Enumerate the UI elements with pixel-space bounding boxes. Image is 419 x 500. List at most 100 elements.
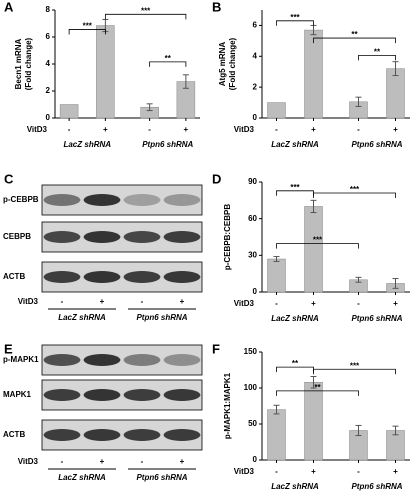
- y-tick-label: 60: [248, 214, 257, 223]
- y-tick-label: 8: [46, 5, 51, 14]
- y-tick-label: 4: [253, 51, 258, 60]
- blot-row-label: ACTB: [3, 272, 25, 281]
- significance-label: ***: [290, 13, 300, 22]
- treatment-label: VitD3: [18, 457, 39, 466]
- blot-band: [43, 389, 81, 401]
- y-tick-label: 0: [253, 287, 258, 296]
- significance-label: ***: [290, 183, 300, 192]
- blot-band: [163, 231, 201, 243]
- y-tick-label: 6: [253, 21, 258, 30]
- group-label: Ptpn6 shRNA: [351, 314, 402, 323]
- panel-label: D: [212, 171, 221, 186]
- blot-band: [123, 389, 161, 401]
- significance-label: ***: [350, 185, 360, 194]
- significance-bracket: [313, 192, 396, 198]
- x-tick-label: +: [393, 125, 398, 134]
- x-tick-label: +: [103, 125, 108, 134]
- x-tick-label: -: [275, 467, 278, 476]
- error-bar: [392, 61, 399, 77]
- error-bar: [273, 256, 280, 262]
- treatment-label: VitD3: [27, 125, 48, 134]
- lane-label: +: [180, 297, 185, 306]
- blot-band: [43, 231, 81, 243]
- panel-label: B: [212, 0, 221, 14]
- blot-band: [163, 429, 201, 441]
- y-axis-label: Becn1 mRNA: [14, 38, 23, 89]
- lane-label: +: [180, 457, 185, 466]
- error-bar: [310, 199, 317, 214]
- x-tick-label: -: [275, 125, 278, 134]
- blot-band: [83, 429, 121, 441]
- x-tick-label: +: [184, 125, 189, 134]
- error-bar: [392, 278, 399, 289]
- significance-bracket: [358, 54, 396, 61]
- significance-label: ***: [350, 361, 360, 370]
- blot-band: [43, 194, 81, 206]
- y-tick-label: 50: [248, 419, 257, 428]
- blot-band: [83, 231, 121, 243]
- blot-band: [43, 354, 81, 366]
- bar: [59, 104, 79, 119]
- panel-label: F: [212, 341, 220, 356]
- y-tick-label: 90: [248, 177, 257, 186]
- y-tick-label: 100: [244, 383, 258, 392]
- significance-label: **: [374, 47, 381, 56]
- significance-bracket: [104, 13, 187, 20]
- x-tick-label: +: [393, 299, 398, 308]
- significance-label: ***: [141, 6, 151, 15]
- significance-bracket: [149, 61, 187, 67]
- x-tick-label: -: [68, 125, 71, 134]
- x-tick-label: +: [311, 467, 316, 476]
- group-label: LacZ shRNA: [58, 473, 106, 482]
- error-bar: [355, 96, 362, 107]
- blot-band: [123, 354, 161, 366]
- blot-band: [163, 271, 201, 283]
- significance-label: ***: [83, 22, 93, 31]
- group-label: Ptpn6 shRNA: [136, 473, 187, 482]
- blot-band: [83, 194, 121, 206]
- x-tick-label: +: [393, 467, 398, 476]
- blot-band: [83, 389, 121, 401]
- y-tick-label: 0: [253, 113, 258, 122]
- blot-row-label: p-CEBPB: [3, 195, 39, 204]
- y-axis-label: p-CEBPB:CEBPB: [223, 204, 232, 270]
- blot-row-label: CEBPB: [3, 232, 31, 241]
- blot-band: [43, 271, 81, 283]
- bar: [267, 102, 286, 119]
- error-bar: [182, 74, 189, 89]
- error-bar: [310, 375, 317, 389]
- group-label: LacZ shRNA: [271, 314, 319, 323]
- blot-row-label: p-MAPK1: [3, 355, 39, 364]
- significance-label: **: [165, 54, 172, 63]
- blot-band: [163, 194, 201, 206]
- significance-label: ***: [313, 236, 323, 245]
- blot-row-label: ACTB: [3, 430, 25, 439]
- error-bar: [392, 425, 399, 436]
- bar: [304, 381, 323, 461]
- significance-bracket: [313, 37, 396, 44]
- lane-label: +: [100, 297, 105, 306]
- treatment-label: VitD3: [234, 125, 255, 134]
- x-tick-label: +: [311, 125, 316, 134]
- blot-band: [123, 194, 161, 206]
- y-tick-label: 0: [253, 455, 258, 464]
- group-label: LacZ shRNA: [271, 482, 319, 491]
- significance-label: **: [351, 30, 358, 39]
- y-tick-label: 2: [46, 86, 51, 95]
- significance-bracket: [68, 29, 106, 35]
- bar: [304, 29, 323, 119]
- significance-label: **: [314, 383, 321, 392]
- blot-band: [163, 389, 201, 401]
- significance-bracket: [276, 390, 359, 396]
- significance-label: **: [292, 359, 299, 368]
- y-axis-label: (Fold change): [228, 37, 237, 90]
- lane-label: -: [141, 297, 144, 306]
- group-label: Ptpn6 shRNA: [351, 140, 402, 149]
- group-label: LacZ shRNA: [271, 140, 319, 149]
- treatment-label: VitD3: [234, 467, 255, 476]
- y-axis-label: p-MAPK1:MAPK1: [223, 372, 232, 439]
- x-tick-label: -: [357, 299, 360, 308]
- x-tick-label: +: [311, 299, 316, 308]
- group-label: LacZ shRNA: [63, 140, 111, 149]
- blot-band: [43, 429, 81, 441]
